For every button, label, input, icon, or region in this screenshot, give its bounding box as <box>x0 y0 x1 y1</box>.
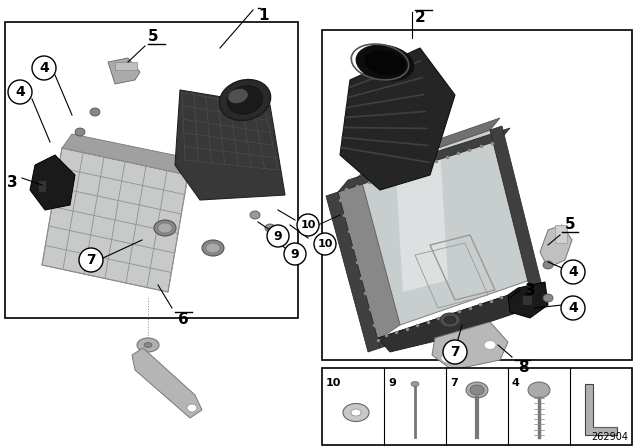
Text: 9: 9 <box>291 247 300 260</box>
Ellipse shape <box>440 313 460 327</box>
Text: 10: 10 <box>317 239 333 249</box>
Bar <box>322 30 632 360</box>
Text: 10: 10 <box>326 378 341 388</box>
Polygon shape <box>340 48 455 190</box>
Polygon shape <box>378 288 530 352</box>
Ellipse shape <box>470 385 484 395</box>
Polygon shape <box>490 126 544 298</box>
Ellipse shape <box>265 224 275 232</box>
Ellipse shape <box>206 243 220 253</box>
Text: 5: 5 <box>148 29 159 44</box>
Bar <box>322 368 632 445</box>
Polygon shape <box>175 90 285 200</box>
Ellipse shape <box>137 338 159 352</box>
Circle shape <box>79 248 103 272</box>
Ellipse shape <box>444 316 456 324</box>
Polygon shape <box>30 155 75 210</box>
Ellipse shape <box>228 89 248 103</box>
Text: 7: 7 <box>86 253 96 267</box>
Ellipse shape <box>441 353 455 363</box>
Ellipse shape <box>202 240 224 256</box>
Ellipse shape <box>528 382 550 398</box>
Circle shape <box>8 80 32 104</box>
Ellipse shape <box>227 86 263 114</box>
Text: 4: 4 <box>568 301 578 315</box>
Polygon shape <box>132 348 202 418</box>
Circle shape <box>284 243 306 265</box>
Ellipse shape <box>411 382 419 387</box>
Bar <box>115 62 137 70</box>
Ellipse shape <box>351 409 361 416</box>
Text: 2: 2 <box>415 10 426 25</box>
Ellipse shape <box>356 45 413 81</box>
Polygon shape <box>378 288 532 348</box>
Text: 5: 5 <box>565 217 575 232</box>
Polygon shape <box>62 134 198 175</box>
Text: 6: 6 <box>178 312 189 327</box>
Polygon shape <box>360 118 500 175</box>
Polygon shape <box>188 160 215 200</box>
Text: 3: 3 <box>8 175 18 190</box>
Polygon shape <box>42 148 188 292</box>
Ellipse shape <box>543 294 553 302</box>
Text: 262904: 262904 <box>591 432 628 442</box>
Polygon shape <box>360 130 530 325</box>
Text: 4: 4 <box>39 61 49 75</box>
Ellipse shape <box>90 108 100 116</box>
Ellipse shape <box>466 382 488 398</box>
Polygon shape <box>108 58 140 84</box>
Ellipse shape <box>75 128 85 136</box>
Text: 10: 10 <box>300 220 316 230</box>
Circle shape <box>443 340 467 364</box>
Text: 9: 9 <box>388 378 396 388</box>
Text: 4: 4 <box>512 378 520 388</box>
Bar <box>38 180 46 192</box>
Polygon shape <box>395 148 448 292</box>
Circle shape <box>267 225 289 247</box>
Circle shape <box>561 260 585 284</box>
Bar <box>5 22 298 318</box>
Text: 1: 1 <box>258 8 269 23</box>
Polygon shape <box>338 175 400 340</box>
Ellipse shape <box>154 220 176 236</box>
Polygon shape <box>338 128 510 192</box>
Text: 4: 4 <box>568 265 578 279</box>
Polygon shape <box>540 225 572 268</box>
Text: 7: 7 <box>450 378 458 388</box>
Circle shape <box>314 233 336 255</box>
Ellipse shape <box>187 404 197 412</box>
Ellipse shape <box>543 261 553 269</box>
Polygon shape <box>585 384 617 435</box>
Ellipse shape <box>484 340 496 349</box>
Ellipse shape <box>250 211 260 219</box>
Text: 8: 8 <box>518 360 529 375</box>
Bar <box>555 225 567 243</box>
Circle shape <box>561 296 585 320</box>
Text: 4: 4 <box>15 85 25 99</box>
Ellipse shape <box>364 51 406 75</box>
Polygon shape <box>432 322 508 370</box>
Polygon shape <box>326 192 380 352</box>
Bar <box>522 295 532 305</box>
Ellipse shape <box>343 404 369 422</box>
Polygon shape <box>508 282 548 318</box>
Circle shape <box>297 214 319 236</box>
Ellipse shape <box>158 223 172 233</box>
Ellipse shape <box>144 343 152 348</box>
Text: 3: 3 <box>525 283 536 297</box>
Ellipse shape <box>220 80 271 121</box>
Text: 7: 7 <box>450 345 460 359</box>
Circle shape <box>32 56 56 80</box>
Text: 9: 9 <box>274 229 282 242</box>
